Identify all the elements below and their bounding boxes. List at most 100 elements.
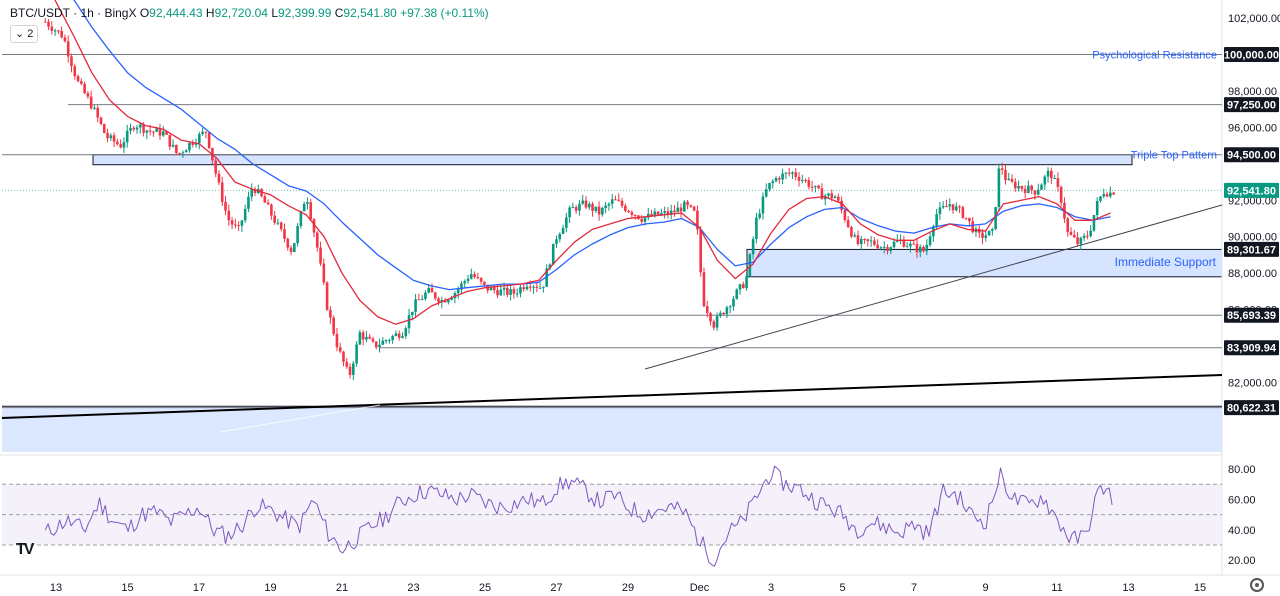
candle-body [876,244,879,249]
candle-body [568,207,571,218]
level-tag: 85,693.39 [1227,310,1276,322]
candle-body [502,287,506,290]
settings-icon[interactable] [1250,578,1264,592]
candle-body [191,142,195,145]
candle-body [961,207,965,218]
candle-body [889,247,893,252]
candle-body [358,332,362,345]
candle-body [1059,186,1063,203]
candle-body [712,321,716,328]
candle-body [735,289,739,299]
level-tag: 80,622.31 [1227,403,1276,415]
candle-body [188,142,191,151]
level-tag: 83,909.94 [1227,343,1277,355]
symbol-label[interactable]: BTC/USDT · 1h · BingX [10,6,137,20]
time-tick-label: 17 [193,582,205,594]
time-tick-label: 15 [1194,582,1206,594]
candle-body [725,307,729,315]
candle-body [984,235,988,238]
ema-slow-line [73,0,1111,291]
trendlines [1,204,1223,433]
candle-body [843,210,847,221]
candle-body [820,188,824,200]
candle-body [335,333,339,348]
candle-body [614,199,617,201]
time-tick-label: 27 [550,582,562,594]
candle-body [971,221,974,233]
candle-body [528,286,532,288]
candle-body [866,239,870,242]
candle-body [361,332,365,340]
candle-body [365,336,368,340]
candle-body [122,142,126,148]
time-tick-label: Dec [690,582,710,594]
symbol-header: BTC/USDT · 1h · BingX O92,444.43 H92,720… [10,6,489,20]
candle-body [689,205,693,207]
rsi-tick-label: 20.00 [1228,555,1256,567]
indicators-toggle-button[interactable]: ⌄ 2 [10,25,39,43]
candle-body [99,117,103,125]
candle-body [922,246,925,252]
candle-body [1004,170,1007,181]
rsi-tick-label: 60.00 [1228,494,1256,506]
candle-body [574,207,578,211]
candle-body [266,202,270,205]
candle-body [411,311,414,316]
candle-body [214,160,217,174]
candle-body [768,183,771,190]
candle-body [1095,200,1099,215]
price-axis: 102,000.00 98,000.00 96,000.00 92,000.00 90,… [1228,13,1280,416]
candle-body [732,298,735,307]
candle-body [1020,186,1024,189]
candle-body [646,213,650,218]
candle-body [161,131,165,136]
price-tick-label: 98,000.00 [1228,86,1277,98]
candle-body [70,56,73,67]
candle-body [463,281,467,284]
candle-body [676,207,680,213]
candle-body [1036,189,1040,195]
candle-body [427,287,430,293]
candle-body [194,143,198,145]
time-axis: 13 15 17 19 21 23 25 27 29 Dec 3 5 7 9 11 13 15 [50,582,1206,594]
candle-body [892,241,896,248]
candle-body [296,225,299,244]
candle-body [561,227,565,234]
candle-body [627,210,630,213]
candle-body [181,152,185,154]
level-tag-bg [1224,46,1279,62]
candle-body [846,220,850,228]
candle-body [778,178,781,180]
candle-body [476,277,480,279]
candle-body [715,316,719,328]
candle-body [594,206,598,211]
candle-body [414,299,417,312]
candle-body [837,196,840,201]
triple-top-annotation: Triple Top Pattern [1131,150,1217,162]
candle-body [859,238,863,245]
candle-body [882,247,886,249]
background-layer [2,154,1223,452]
price-tick-label: 82,000.00 [1228,378,1277,390]
candle-body [43,21,47,23]
candle-body [692,206,696,211]
candle-body [565,217,568,228]
candle-body [80,81,83,84]
candle-body [404,328,408,337]
candle-body [1053,178,1056,180]
candle-body [460,283,463,290]
candle-body [535,286,539,289]
candle-body [57,30,60,32]
candle-body [306,202,309,204]
close-value: 92,541.80 [343,6,397,20]
candle-body [863,238,866,240]
candle-body [155,128,158,132]
psychological-resistance-annotation: Psychological Resistance [1092,49,1217,61]
candle-body [764,189,768,197]
candle-body [73,66,77,77]
candle-body [447,299,450,303]
rsi-line [44,465,1113,567]
candle-body [660,212,663,215]
candle-body [633,214,637,216]
